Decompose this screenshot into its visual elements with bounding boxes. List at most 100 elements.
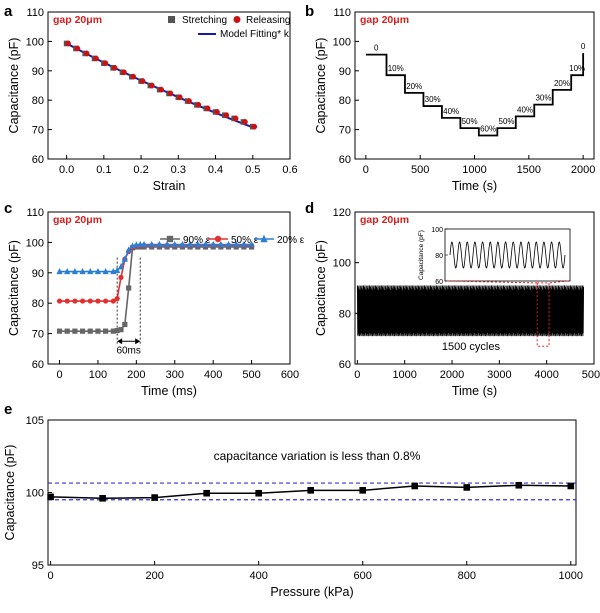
step-annotation: 10% xyxy=(569,64,585,73)
data-point xyxy=(102,60,109,66)
y-tick-label: 90 xyxy=(32,66,44,78)
y-tick-label: 90 xyxy=(339,66,351,78)
x-axis-label: Time (s) xyxy=(452,179,497,193)
data-point xyxy=(140,240,148,248)
x-tick-label: 2000 xyxy=(440,369,464,381)
step-annotation: 20% xyxy=(406,82,422,91)
data-point xyxy=(72,328,78,334)
inset-y-tick-label: 60 xyxy=(435,279,443,286)
x-tick-label: 0 xyxy=(48,570,54,582)
y-axis-label: Capacitance (pF) xyxy=(7,240,21,336)
x-tick-label: 400 xyxy=(204,369,222,381)
y-tick-label: 90 xyxy=(32,268,44,280)
data-point xyxy=(203,489,210,497)
data-point xyxy=(411,482,419,490)
data-point xyxy=(166,235,174,243)
data-point xyxy=(110,298,116,304)
data-point xyxy=(177,94,183,101)
data-point xyxy=(79,267,86,275)
inset-trace xyxy=(449,241,566,269)
plot-frame xyxy=(354,211,595,365)
data-point xyxy=(194,240,201,248)
x-tick-label: 0 xyxy=(56,369,62,381)
y-tick-label: 70 xyxy=(32,329,44,341)
y-tick-label: 100 xyxy=(26,488,44,500)
data-point xyxy=(223,112,230,118)
data-point xyxy=(87,328,93,334)
data-point xyxy=(240,240,248,248)
step-annotation: 0 xyxy=(374,44,379,53)
data-point xyxy=(99,495,106,502)
y-tick-label: 80 xyxy=(32,298,44,310)
chart-title: capacitance variation is less than 0.8% xyxy=(214,449,421,463)
series-line xyxy=(59,246,252,332)
data-point xyxy=(225,240,232,248)
interval-annotation: 60ms xyxy=(116,345,140,356)
chart-title: gap 20μm xyxy=(360,14,409,26)
x-tick-label: 600 xyxy=(354,570,372,582)
panel-e-chart: 0 200 400 600 800 1000 95 100 105 Pressure (kPa) C… xyxy=(3,415,583,599)
x-tick-label: 500 xyxy=(411,164,429,176)
x-tick-label: 1000 xyxy=(392,369,416,381)
legend-label-stretching: Stretching xyxy=(182,15,227,26)
arrow-head-right xyxy=(135,338,141,345)
data-point xyxy=(87,267,94,275)
data-point xyxy=(125,246,132,253)
arrow-head-left xyxy=(117,338,123,345)
step-annotation: 30% xyxy=(425,95,441,104)
inset-y-tick-label: 100 xyxy=(431,227,443,234)
y-tick-label: 60 xyxy=(32,154,44,166)
y-tick-label: 105 xyxy=(26,415,44,427)
data-point xyxy=(151,494,158,501)
data-point xyxy=(56,298,63,304)
chart-title: gap 20μm xyxy=(53,214,102,226)
y-tick-label: 70 xyxy=(339,125,351,137)
y-tick-label: 60 xyxy=(339,154,351,166)
legend-label: 90% ε xyxy=(183,235,211,246)
data-point xyxy=(202,240,209,248)
panel-b-chart: 0 500 1000 1500 2000 60 70 80 90 100 110 Time (s) Ca… xyxy=(314,7,595,193)
x-tick-label: 200 xyxy=(145,570,163,582)
step-annotation: 10% xyxy=(388,64,404,73)
data-point xyxy=(260,234,268,243)
data-point xyxy=(117,263,125,270)
y-tick-label: 80 xyxy=(339,95,351,107)
data-point xyxy=(139,78,146,84)
data-point xyxy=(179,240,186,248)
y-axis-label: Capacitance (pF) xyxy=(3,445,17,541)
panel-label-b: b xyxy=(305,3,314,20)
data-point xyxy=(110,328,116,334)
y-tick-label: 100 xyxy=(26,36,44,48)
series-line-step xyxy=(365,53,585,137)
step-annotation: 50% xyxy=(499,117,515,126)
data-point xyxy=(87,298,93,304)
panel-label-a: a xyxy=(4,3,13,20)
x-tick-label: 100 xyxy=(89,369,107,381)
zoom-region xyxy=(536,282,550,347)
data-point xyxy=(79,328,86,334)
data-point xyxy=(118,327,124,333)
x-axis-label: Time (ms) xyxy=(141,384,197,398)
data-point xyxy=(248,240,255,248)
y-tick-label: 60 xyxy=(339,359,351,371)
data-point xyxy=(122,321,128,328)
x-axis-label: Strain xyxy=(153,179,186,193)
data-point xyxy=(251,123,258,130)
plot-frame xyxy=(47,211,291,365)
data-point xyxy=(95,298,101,304)
legend-marker-releasing xyxy=(233,16,241,23)
x-tick-label: 800 xyxy=(458,570,476,582)
x-tick-label: 0.2 xyxy=(133,164,148,176)
x-tick-label: 5000 xyxy=(582,369,600,381)
data-point xyxy=(64,267,71,275)
data-point xyxy=(72,298,78,304)
y-axis-label: Capacitance (pF) xyxy=(314,38,328,134)
legend-marker-stretching xyxy=(168,16,175,23)
y-tick-label: 120 xyxy=(333,207,351,219)
x-tick-label: 2000 xyxy=(571,164,595,176)
plot-frame xyxy=(47,11,291,160)
step-annotation: 40% xyxy=(443,107,459,116)
data-point xyxy=(71,267,78,275)
data-point xyxy=(567,482,575,490)
